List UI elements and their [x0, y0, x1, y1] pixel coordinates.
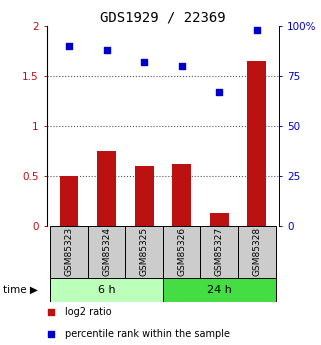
Bar — [50, 278, 163, 302]
Point — [217, 89, 222, 95]
Text: time ▶: time ▶ — [3, 285, 38, 295]
Bar — [247, 61, 266, 226]
Text: 6 h: 6 h — [98, 285, 116, 295]
Text: GSM85326: GSM85326 — [177, 227, 186, 276]
Bar — [210, 213, 229, 226]
Point — [66, 43, 72, 49]
Bar — [163, 226, 200, 278]
Bar — [60, 176, 78, 226]
Point — [104, 47, 109, 53]
Text: GSM85327: GSM85327 — [215, 227, 224, 276]
Bar — [88, 226, 126, 278]
Bar — [200, 226, 238, 278]
Text: log2 ratio: log2 ratio — [65, 307, 112, 317]
Bar — [135, 166, 153, 226]
Point — [254, 27, 259, 33]
Text: GSM85323: GSM85323 — [65, 227, 74, 276]
Bar — [163, 278, 275, 302]
Text: GSM85325: GSM85325 — [140, 227, 149, 276]
Bar — [50, 226, 88, 278]
Bar — [97, 151, 116, 226]
Title: GDS1929 / 22369: GDS1929 / 22369 — [100, 11, 226, 25]
Point — [179, 63, 184, 69]
Point — [48, 331, 54, 336]
Bar — [126, 226, 163, 278]
Text: percentile rank within the sample: percentile rank within the sample — [65, 329, 230, 338]
Text: GSM85324: GSM85324 — [102, 227, 111, 276]
Bar — [238, 226, 275, 278]
Text: GSM85328: GSM85328 — [252, 227, 261, 276]
Point — [142, 59, 147, 65]
Point — [48, 309, 54, 315]
Text: 24 h: 24 h — [207, 285, 232, 295]
Bar — [172, 164, 191, 226]
